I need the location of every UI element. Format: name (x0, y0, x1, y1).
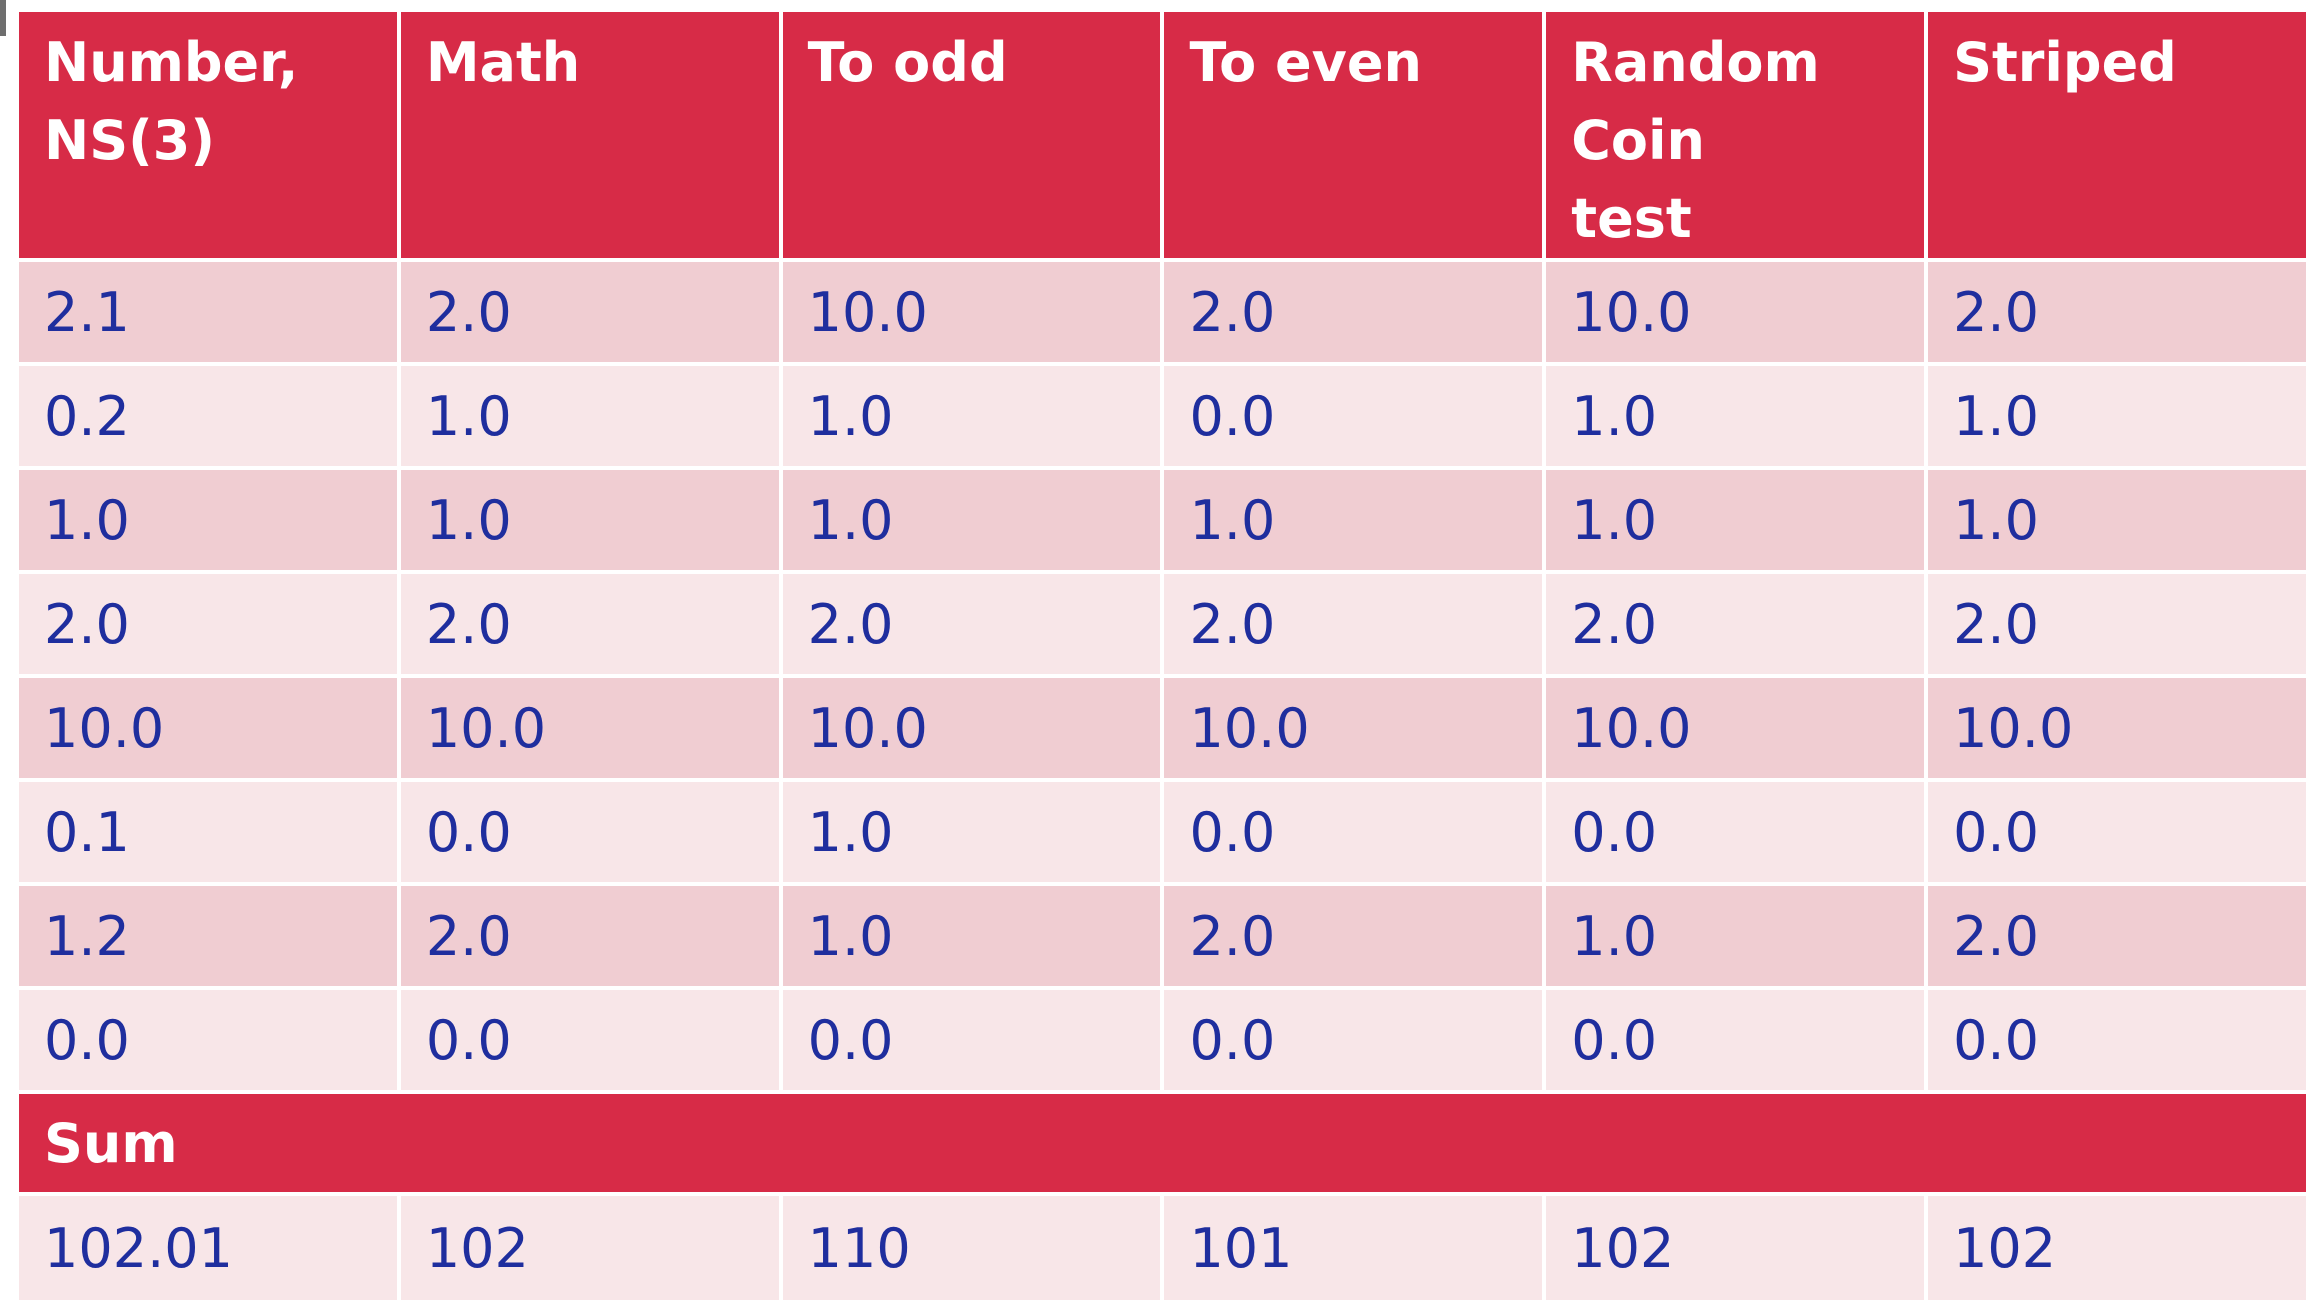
table-cell: 0.1 (19, 782, 397, 882)
sum-values-row: 102.01 102 110 101 102 102 (19, 1196, 2306, 1300)
table-cell: 0.0 (1928, 990, 2306, 1090)
table-cell: 1.0 (782, 886, 1161, 986)
table-cell: 2.0 (1546, 574, 1925, 674)
header-to-odd: To odd (782, 12, 1161, 258)
table-cell: 10.0 (1546, 678, 1925, 778)
header-number-ns3: Number, NS(3) (19, 12, 397, 258)
table-row: 10.0 10.0 10.0 10.0 10.0 10.0 (19, 678, 2306, 778)
table-cell: 1.0 (1928, 366, 2306, 466)
table-cell: 0.0 (19, 990, 397, 1090)
table-cell: 1.0 (1546, 470, 1925, 570)
table-cell: 10.0 (1546, 262, 1925, 362)
table-cell: 1.0 (1546, 886, 1925, 986)
table-cell: 1.0 (400, 366, 779, 466)
table-cell: 0.0 (1928, 782, 2306, 882)
sum-cell-to-odd: 110 (782, 1196, 1161, 1300)
table-cell: 0.2 (19, 366, 397, 466)
table-cell: 0.0 (1164, 990, 1543, 1090)
table-cell: 1.2 (19, 886, 397, 986)
header-striped: Striped (1928, 12, 2306, 258)
table-cell: 1.0 (1928, 470, 2306, 570)
table-row: 0.1 0.0 1.0 0.0 0.0 0.0 (19, 782, 2306, 882)
sum-cell-to-even: 101 (1164, 1196, 1543, 1300)
table-cell: 2.0 (1928, 886, 2306, 986)
sum-label: Sum (19, 1094, 2306, 1192)
table-cell: 0.0 (1546, 782, 1925, 882)
table-cell: 10.0 (782, 678, 1161, 778)
table-cell: 0.0 (782, 990, 1161, 1090)
table-cell: 1.0 (782, 366, 1161, 466)
sum-cell-number-ns3: 102.01 (19, 1196, 397, 1300)
rounding-results-table: Number, NS(3) Math To odd To even Random… (15, 8, 2310, 1304)
table-cell: 2.0 (400, 262, 779, 362)
table-cell: 1.0 (19, 470, 397, 570)
table-cell: 2.0 (1164, 886, 1543, 986)
table-cell: 0.0 (400, 782, 779, 882)
table-cell: 2.0 (19, 574, 397, 674)
table-cell: 2.1 (19, 262, 397, 362)
table-cell: 2.0 (400, 886, 779, 986)
table-cell: 1.0 (400, 470, 779, 570)
sum-cell-random-coin-test: 102 (1546, 1196, 1925, 1300)
table-cell: 0.0 (1164, 366, 1543, 466)
table-cell: 2.0 (1164, 574, 1543, 674)
header-to-even: To even (1164, 12, 1543, 258)
table-row: 1.2 2.0 1.0 2.0 1.0 2.0 (19, 886, 2306, 986)
table-cell: 10.0 (400, 678, 779, 778)
table-cell: 10.0 (782, 262, 1161, 362)
window-edge-mark (0, 0, 6, 36)
table-cell: 0.0 (1546, 990, 1925, 1090)
table-cell: 1.0 (1546, 366, 1925, 466)
table-cell: 1.0 (782, 470, 1161, 570)
sum-cell-striped: 102 (1928, 1196, 2306, 1300)
header-random-coin-test: Random Coin test (1546, 12, 1925, 258)
sum-cell-math: 102 (400, 1196, 779, 1300)
table-cell: 2.0 (782, 574, 1161, 674)
table-row: 0.2 1.0 1.0 0.0 1.0 1.0 (19, 366, 2306, 466)
table-cell: 0.0 (400, 990, 779, 1090)
table-row: 2.0 2.0 2.0 2.0 2.0 2.0 (19, 574, 2306, 674)
sum-label-row: Sum (19, 1094, 2306, 1192)
table-cell: 2.0 (400, 574, 779, 674)
header-row: Number, NS(3) Math To odd To even Random… (19, 12, 2306, 258)
table-row: 2.1 2.0 10.0 2.0 10.0 2.0 (19, 262, 2306, 362)
table-cell: 1.0 (1164, 470, 1543, 570)
table-body: 2.1 2.0 10.0 2.0 10.0 2.0 0.2 1.0 1.0 0.… (19, 262, 2306, 1300)
table-row: 1.0 1.0 1.0 1.0 1.0 1.0 (19, 470, 2306, 570)
table-cell: 2.0 (1164, 262, 1543, 362)
table-cell: 10.0 (19, 678, 397, 778)
table-cell: 0.0 (1164, 782, 1543, 882)
table-cell: 10.0 (1928, 678, 2306, 778)
table-row: 0.0 0.0 0.0 0.0 0.0 0.0 (19, 990, 2306, 1090)
table-cell: 2.0 (1928, 262, 2306, 362)
table-cell: 2.0 (1928, 574, 2306, 674)
table-cell: 1.0 (782, 782, 1161, 882)
table-cell: 10.0 (1164, 678, 1543, 778)
header-math: Math (400, 12, 779, 258)
